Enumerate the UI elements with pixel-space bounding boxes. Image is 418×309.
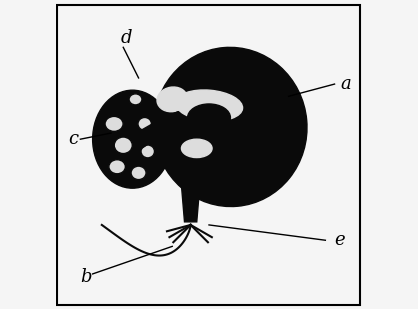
Ellipse shape (106, 117, 122, 131)
Text: c: c (68, 130, 78, 148)
Ellipse shape (176, 90, 242, 121)
Ellipse shape (93, 90, 172, 188)
Polygon shape (181, 185, 200, 222)
Ellipse shape (132, 167, 145, 179)
Ellipse shape (188, 104, 230, 132)
Text: a: a (341, 75, 352, 93)
Text: d: d (120, 29, 132, 47)
Polygon shape (142, 112, 178, 148)
Ellipse shape (157, 87, 188, 112)
Ellipse shape (142, 146, 154, 157)
Text: e: e (334, 231, 345, 249)
Ellipse shape (110, 160, 125, 173)
Ellipse shape (139, 118, 151, 130)
Text: b: b (80, 268, 92, 286)
Ellipse shape (130, 95, 141, 104)
Ellipse shape (181, 139, 212, 158)
Ellipse shape (180, 164, 201, 194)
Ellipse shape (154, 47, 307, 206)
Ellipse shape (115, 138, 132, 153)
